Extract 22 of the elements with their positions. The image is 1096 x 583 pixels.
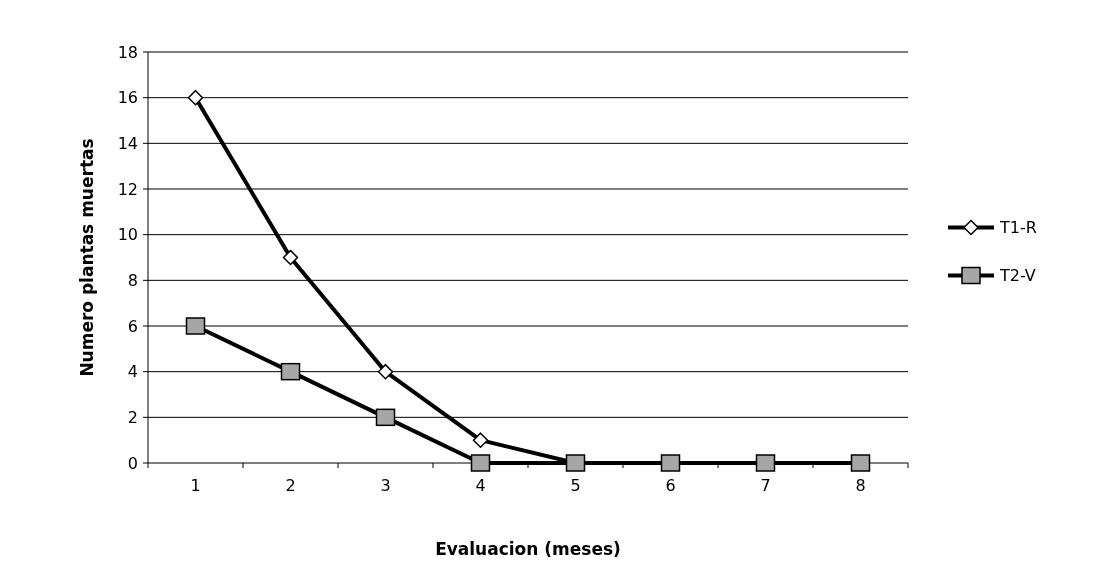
x-axis-title: Evaluacion (meses): [435, 539, 621, 559]
x-tick-label: 5: [570, 476, 581, 495]
x-tick-label: 8: [855, 476, 866, 495]
y-tick-label: 6: [127, 316, 138, 336]
x-tick-label: 3: [380, 476, 391, 495]
y-tick-label: 10: [117, 225, 138, 245]
y-tick-label: 8: [127, 270, 138, 290]
y-tick-label: 2: [127, 407, 138, 427]
x-tick-label: 1: [190, 476, 201, 495]
x-tick-label: 6: [665, 476, 676, 495]
legend-label: T1-R: [999, 218, 1037, 238]
x-tick-label: 2: [285, 476, 296, 495]
x-tick-label: 7: [760, 476, 771, 495]
y-tick-label: 14: [117, 133, 138, 153]
y-tick-label: 18: [117, 42, 138, 62]
y-axis-title: Numero plantas muertas: [77, 138, 97, 377]
legend-label: T2-V: [999, 266, 1036, 286]
y-tick-label: 4: [127, 362, 138, 382]
y-tick-label: 12: [117, 179, 138, 199]
y-tick-label: 16: [117, 88, 138, 108]
x-tick-label: 4: [475, 476, 486, 495]
y-tick-label: 0: [127, 453, 138, 473]
